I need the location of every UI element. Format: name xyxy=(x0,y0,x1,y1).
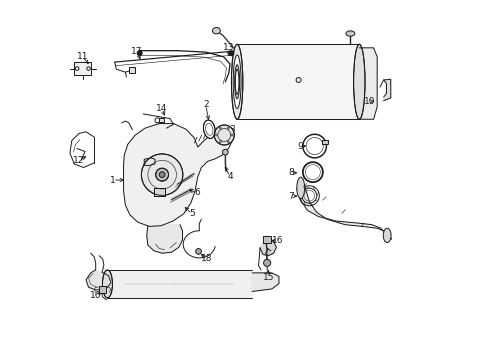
Text: 15: 15 xyxy=(263,273,274,282)
Circle shape xyxy=(87,67,90,70)
Ellipse shape xyxy=(297,177,305,199)
Circle shape xyxy=(156,168,169,181)
FancyBboxPatch shape xyxy=(159,118,164,122)
Circle shape xyxy=(220,141,221,143)
Text: 6: 6 xyxy=(194,188,199,197)
Circle shape xyxy=(227,141,229,143)
Text: 8: 8 xyxy=(289,168,294,177)
Text: 10: 10 xyxy=(364,97,375,106)
Circle shape xyxy=(222,149,228,155)
Text: 2: 2 xyxy=(203,100,209,109)
Polygon shape xyxy=(260,237,276,256)
Circle shape xyxy=(214,125,234,145)
Polygon shape xyxy=(144,159,155,165)
Text: 16: 16 xyxy=(90,291,101,300)
Text: 7: 7 xyxy=(289,192,294,201)
Circle shape xyxy=(159,172,165,177)
Circle shape xyxy=(196,249,201,254)
Text: 9: 9 xyxy=(297,141,303,150)
Ellipse shape xyxy=(346,31,355,36)
Text: 18: 18 xyxy=(201,254,212,263)
Ellipse shape xyxy=(383,228,391,243)
Polygon shape xyxy=(147,225,182,253)
Polygon shape xyxy=(107,270,252,298)
Text: 5: 5 xyxy=(189,210,195,219)
Text: 12: 12 xyxy=(73,156,85,165)
FancyBboxPatch shape xyxy=(263,237,270,243)
Text: 13: 13 xyxy=(223,43,235,52)
Circle shape xyxy=(227,127,229,129)
Polygon shape xyxy=(384,79,391,101)
FancyBboxPatch shape xyxy=(129,67,135,73)
Ellipse shape xyxy=(235,65,240,99)
Circle shape xyxy=(75,67,79,70)
FancyBboxPatch shape xyxy=(74,62,92,75)
Polygon shape xyxy=(123,123,232,226)
Circle shape xyxy=(264,259,270,266)
Polygon shape xyxy=(252,273,279,292)
Text: 14: 14 xyxy=(156,104,168,113)
Ellipse shape xyxy=(233,55,241,109)
Ellipse shape xyxy=(235,69,239,94)
Ellipse shape xyxy=(213,27,220,34)
Polygon shape xyxy=(297,187,392,239)
Polygon shape xyxy=(359,48,377,119)
Circle shape xyxy=(231,134,233,136)
Circle shape xyxy=(137,51,142,56)
Circle shape xyxy=(142,154,183,195)
Ellipse shape xyxy=(354,44,365,119)
Text: 11: 11 xyxy=(77,52,88,61)
Polygon shape xyxy=(86,270,111,290)
FancyBboxPatch shape xyxy=(322,140,327,144)
FancyBboxPatch shape xyxy=(154,188,165,196)
Ellipse shape xyxy=(231,44,243,119)
FancyBboxPatch shape xyxy=(98,286,106,293)
Text: 17: 17 xyxy=(131,47,143,56)
Ellipse shape xyxy=(203,120,215,139)
Ellipse shape xyxy=(102,270,113,298)
Text: 4: 4 xyxy=(227,172,233,181)
Text: 3: 3 xyxy=(230,126,235,135)
Text: 16: 16 xyxy=(272,236,284,245)
Polygon shape xyxy=(237,44,359,119)
Circle shape xyxy=(229,51,234,56)
Circle shape xyxy=(220,127,221,129)
Circle shape xyxy=(215,134,218,136)
Text: 1: 1 xyxy=(110,176,116,185)
